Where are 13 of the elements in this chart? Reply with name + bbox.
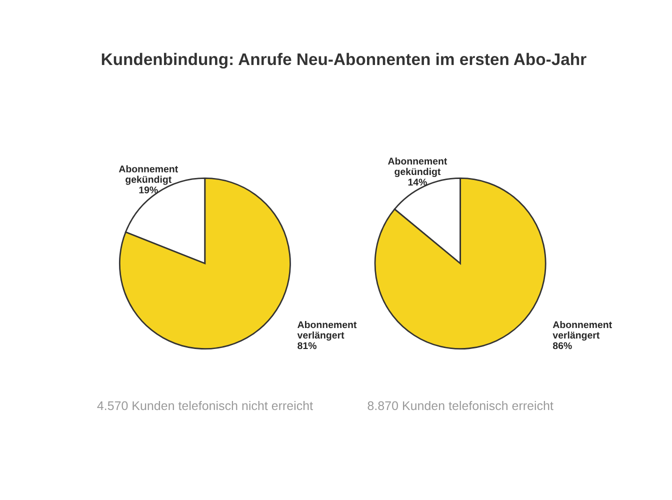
slice-label: Abonnement verlängert (552, 321, 612, 341)
pie-slice (374, 178, 546, 350)
pie-slice (118, 178, 291, 350)
data-label: 81% (298, 342, 316, 350)
text: 8.870 Kunden telefonisch erreicht (368, 400, 554, 410)
data-label: 86% (552, 342, 572, 350)
text: 4.570 Kunden telefonisch nicht erreicht (97, 400, 313, 410)
chart-title: Kundenbindung: Anrufe Neu-Abonnenten im ersten Abo-Jahr (102, 52, 586, 69)
slice-label: Abonnement gekündigt (388, 157, 448, 178)
data-label: 14% (408, 178, 427, 186)
slice-label: Abonnement verlängert (297, 321, 357, 341)
data-label: 19% (139, 186, 158, 194)
slice-label: Abonnement gekündigt (118, 165, 178, 185)
